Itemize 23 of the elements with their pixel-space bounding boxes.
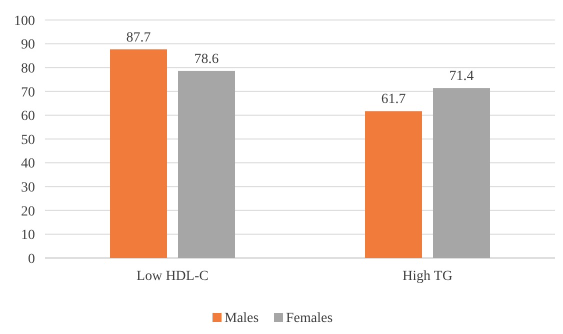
legend-label: Females [286,311,333,326]
data-label: 87.7 [126,30,151,46]
y-tick-label: 0 [28,252,35,267]
data-label: 78.6 [194,52,219,67]
data-label: 61.7 [381,92,406,108]
y-tick-label: 50 [21,132,35,148]
legend-label: Males [224,311,259,326]
x-tick-label: Low HDL-C [136,269,208,284]
y-tick-label: 40 [21,156,35,172]
y-tick-label: 90 [21,38,35,53]
x-tick-label: High TG [402,269,452,284]
y-tick-label: 70 [21,85,35,100]
y-tick-label: 80 [21,62,35,76]
y-tick-label: 30 [21,180,35,196]
bar [365,111,422,258]
y-tick-label: 100 [14,14,35,29]
y-tick-label: 20 [21,204,35,220]
data-label: 71.4 [449,69,474,84]
bar [178,70,235,258]
y-tick-label: 60 [21,109,35,124]
y-tick-label: 10 [21,228,35,244]
bar [110,49,167,258]
bar [433,88,490,258]
